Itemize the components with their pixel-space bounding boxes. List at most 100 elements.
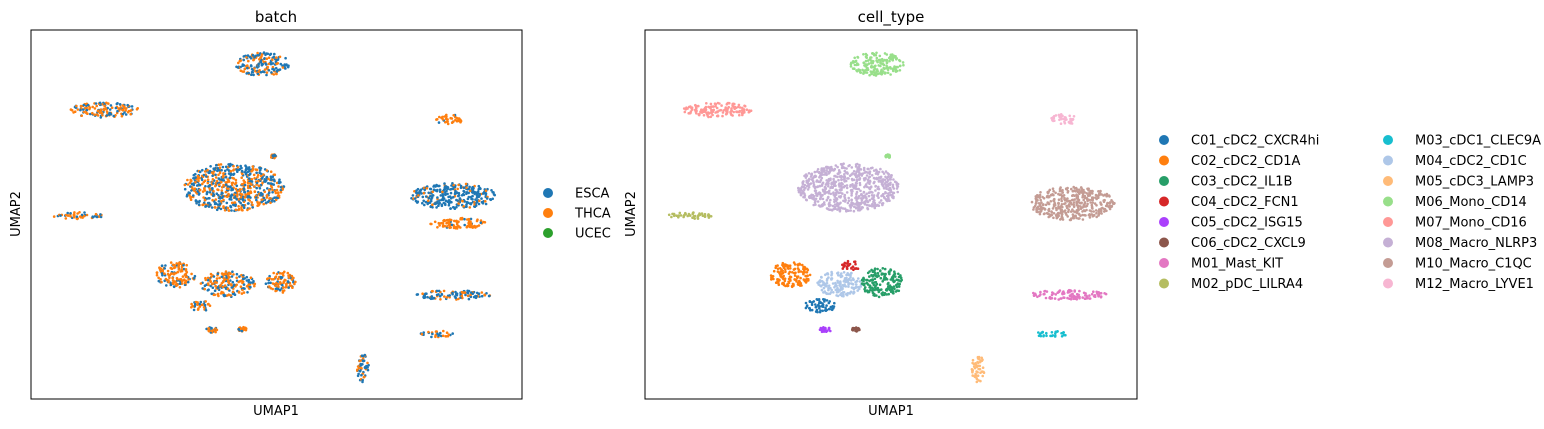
cell-point <box>1043 292 1046 296</box>
cell-point <box>819 178 823 182</box>
cell-point <box>834 188 838 192</box>
cell-point <box>237 61 240 65</box>
cell-point <box>443 187 447 190</box>
cell-point <box>190 189 193 192</box>
cluster-16 <box>270 153 278 160</box>
cell-point <box>256 72 260 76</box>
cell-point <box>975 380 979 384</box>
cell-point <box>870 190 873 194</box>
cell-point <box>864 184 867 187</box>
cell-point <box>724 112 728 116</box>
cell-point <box>816 168 820 171</box>
cell-point <box>183 187 187 191</box>
cell-point <box>234 208 238 212</box>
cell-point <box>190 302 193 306</box>
cell-point <box>196 190 200 193</box>
cell-point <box>437 204 440 207</box>
cell-point <box>270 71 273 74</box>
cell-point <box>1052 116 1056 120</box>
cell-point <box>864 52 868 56</box>
cell-point <box>888 177 892 181</box>
cluster-c02-cdc2-cd1a <box>769 261 812 289</box>
cell-point <box>245 72 248 75</box>
cell-point <box>889 181 892 185</box>
cell-point <box>682 215 685 219</box>
cell-point <box>1111 200 1114 204</box>
cell-point <box>854 206 858 210</box>
legend-item-m05-cdc3-lamp3: M05_cDC3_LAMP3 <box>1383 175 1534 190</box>
cell-point <box>1051 187 1055 190</box>
cell-point <box>450 223 454 227</box>
cell-point <box>188 194 191 197</box>
cell-point <box>217 183 221 186</box>
cell-point <box>780 276 783 279</box>
cell-point <box>248 55 252 59</box>
cell-point <box>227 280 230 284</box>
cell-point <box>282 286 285 289</box>
legend-label: THCA <box>574 207 611 222</box>
cell-point <box>1073 290 1076 293</box>
cell-point <box>170 267 174 271</box>
cell-point <box>411 194 415 197</box>
cell-point <box>871 202 874 206</box>
cell-point <box>93 113 96 116</box>
cell-point <box>840 292 843 295</box>
cell-point <box>1054 332 1057 335</box>
cell-point <box>827 326 831 330</box>
cell-point <box>213 289 217 293</box>
cell-point <box>880 272 884 275</box>
cluster-14 <box>419 329 455 339</box>
cell-point <box>210 171 214 174</box>
cell-point <box>213 168 217 172</box>
cell-point <box>469 217 473 221</box>
cell-point <box>155 273 159 277</box>
cell-point <box>857 277 860 280</box>
cell-point <box>1087 194 1090 197</box>
cell-point <box>201 182 204 186</box>
cell-point <box>290 274 294 278</box>
cell-point <box>883 267 887 271</box>
cell-point <box>885 177 889 180</box>
cell-point <box>888 270 891 274</box>
cell-point <box>897 285 901 288</box>
cell-point <box>239 192 242 196</box>
legend-label: C04_cDC2_FCN1 <box>1191 195 1299 210</box>
cell-point <box>94 102 98 105</box>
cell-point <box>197 179 200 183</box>
cell-point <box>172 279 175 283</box>
cell-point <box>220 168 223 172</box>
cell-point <box>227 192 230 196</box>
cell-point <box>1079 190 1082 194</box>
cell-point <box>864 63 868 66</box>
cell-point <box>271 154 275 157</box>
cell-point <box>273 179 276 183</box>
cell-point <box>1032 291 1035 295</box>
cell-point <box>857 207 860 210</box>
cell-point <box>840 178 843 182</box>
cell-point <box>1079 205 1082 208</box>
legend-marker <box>1383 237 1393 248</box>
legend-marker <box>1383 155 1393 166</box>
cell-point <box>855 201 859 204</box>
cell-point <box>847 196 850 200</box>
cell-point <box>479 221 483 224</box>
legend-label: M06_Mono_CD14 <box>1415 195 1527 210</box>
cell-point <box>882 172 886 175</box>
cell-point <box>810 308 814 312</box>
cell-point <box>241 288 244 292</box>
cell-point <box>276 194 280 198</box>
cell-point <box>829 286 832 290</box>
cell-point <box>1054 213 1058 217</box>
cell-point <box>821 173 824 176</box>
cell-point <box>1068 114 1071 118</box>
cell-point <box>465 200 469 204</box>
cell-point <box>211 174 214 178</box>
cell-point <box>831 204 835 208</box>
cluster-12 <box>205 326 219 334</box>
cell-point <box>893 287 896 291</box>
cell-point <box>891 274 895 278</box>
cell-point <box>1050 293 1054 297</box>
cell-point <box>852 209 856 213</box>
cell-point <box>811 193 815 197</box>
cell-point <box>808 177 811 181</box>
